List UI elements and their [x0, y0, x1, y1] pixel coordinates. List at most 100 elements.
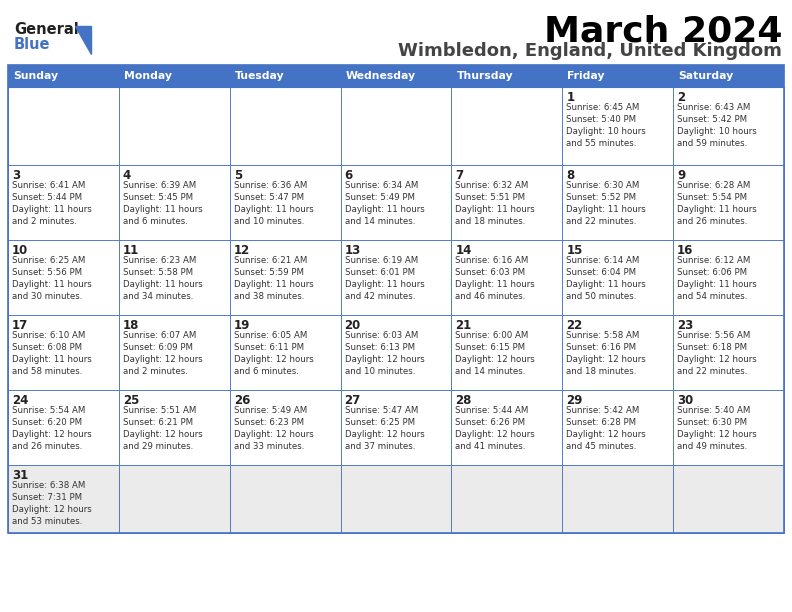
Bar [341, 315, 451, 390]
Text: 22: 22 [566, 319, 583, 332]
Text: Sunrise: 6:07 AM
Sunset: 6:09 PM
Daylight: 12 hours
and 2 minutes.: Sunrise: 6:07 AM Sunset: 6:09 PM Dayligh… [123, 331, 203, 376]
Text: 20: 20 [345, 319, 361, 332]
Text: 14: 14 [455, 244, 472, 257]
Bar [341, 65, 451, 87]
Bar [673, 315, 784, 390]
Bar [230, 315, 341, 390]
Text: 17: 17 [12, 319, 29, 332]
Text: 18: 18 [123, 319, 139, 332]
Text: Wednesday: Wednesday [345, 71, 416, 81]
Bar [230, 65, 341, 87]
Text: Sunrise: 6:41 AM
Sunset: 5:44 PM
Daylight: 11 hours
and 2 minutes.: Sunrise: 6:41 AM Sunset: 5:44 PM Dayligh… [12, 181, 92, 226]
Text: General: General [14, 22, 78, 37]
Text: Sunrise: 6:36 AM
Sunset: 5:47 PM
Daylight: 11 hours
and 10 minutes.: Sunrise: 6:36 AM Sunset: 5:47 PM Dayligh… [234, 181, 314, 226]
Text: Wimbledon, England, United Kingdom: Wimbledon, England, United Kingdom [398, 42, 782, 60]
Text: 6: 6 [345, 169, 352, 182]
Text: 19: 19 [234, 319, 250, 332]
Bar [562, 87, 673, 165]
Text: Sunrise: 6:16 AM
Sunset: 6:03 PM
Daylight: 11 hours
and 46 minutes.: Sunrise: 6:16 AM Sunset: 6:03 PM Dayligh… [455, 256, 535, 302]
Text: March 2024: March 2024 [543, 14, 782, 48]
Bar [673, 65, 784, 87]
Text: Tuesday: Tuesday [234, 71, 284, 81]
Text: Sunrise: 5:42 AM
Sunset: 6:28 PM
Daylight: 12 hours
and 45 minutes.: Sunrise: 5:42 AM Sunset: 6:28 PM Dayligh… [566, 406, 646, 452]
Text: Sunrise: 6:32 AM
Sunset: 5:51 PM
Daylight: 11 hours
and 18 minutes.: Sunrise: 6:32 AM Sunset: 5:51 PM Dayligh… [455, 181, 535, 226]
Bar [562, 240, 673, 315]
Text: Sunrise: 5:44 AM
Sunset: 6:26 PM
Daylight: 12 hours
and 41 minutes.: Sunrise: 5:44 AM Sunset: 6:26 PM Dayligh… [455, 406, 535, 452]
Text: Sunrise: 6:34 AM
Sunset: 5:49 PM
Daylight: 11 hours
and 14 minutes.: Sunrise: 6:34 AM Sunset: 5:49 PM Dayligh… [345, 181, 425, 226]
Bar [562, 165, 673, 240]
Text: 21: 21 [455, 319, 472, 332]
Text: 13: 13 [345, 244, 361, 257]
Bar [562, 390, 673, 465]
Text: Sunrise: 6:28 AM
Sunset: 5:54 PM
Daylight: 11 hours
and 26 minutes.: Sunrise: 6:28 AM Sunset: 5:54 PM Dayligh… [677, 181, 757, 226]
Text: 29: 29 [566, 394, 583, 407]
Text: Sunrise: 5:56 AM
Sunset: 6:18 PM
Daylight: 12 hours
and 22 minutes.: Sunrise: 5:56 AM Sunset: 6:18 PM Dayligh… [677, 331, 757, 376]
Bar [562, 65, 673, 87]
Bar [8, 240, 119, 315]
Bar [230, 87, 341, 165]
Bar [451, 240, 562, 315]
Bar [119, 87, 230, 165]
Text: 16: 16 [677, 244, 694, 257]
Bar [8, 390, 119, 465]
Text: Sunrise: 6:00 AM
Sunset: 6:15 PM
Daylight: 12 hours
and 14 minutes.: Sunrise: 6:00 AM Sunset: 6:15 PM Dayligh… [455, 331, 535, 376]
Text: 8: 8 [566, 169, 574, 182]
Bar [562, 465, 673, 533]
Bar [8, 65, 119, 87]
Text: Sunrise: 5:58 AM
Sunset: 6:16 PM
Daylight: 12 hours
and 18 minutes.: Sunrise: 5:58 AM Sunset: 6:16 PM Dayligh… [566, 331, 646, 376]
Bar [451, 165, 562, 240]
Bar [119, 315, 230, 390]
Text: 12: 12 [234, 244, 250, 257]
Bar [341, 465, 451, 533]
Bar [673, 390, 784, 465]
Text: 10: 10 [12, 244, 29, 257]
Text: 23: 23 [677, 319, 693, 332]
Text: Sunrise: 6:23 AM
Sunset: 5:58 PM
Daylight: 11 hours
and 34 minutes.: Sunrise: 6:23 AM Sunset: 5:58 PM Dayligh… [123, 256, 203, 302]
Bar [8, 315, 119, 390]
Bar [451, 390, 562, 465]
Bar [119, 390, 230, 465]
Text: Sunrise: 6:03 AM
Sunset: 6:13 PM
Daylight: 12 hours
and 10 minutes.: Sunrise: 6:03 AM Sunset: 6:13 PM Dayligh… [345, 331, 425, 376]
Text: Friday: Friday [567, 71, 605, 81]
Text: Saturday: Saturday [678, 71, 733, 81]
Bar [119, 165, 230, 240]
Bar [451, 315, 562, 390]
Bar [673, 87, 784, 165]
Bar [230, 465, 341, 533]
Text: Monday: Monday [124, 71, 172, 81]
Text: Sunrise: 6:12 AM
Sunset: 6:06 PM
Daylight: 11 hours
and 54 minutes.: Sunrise: 6:12 AM Sunset: 6:06 PM Dayligh… [677, 256, 757, 302]
Text: Thursday: Thursday [456, 71, 513, 81]
Text: Sunrise: 6:38 AM
Sunset: 7:31 PM
Daylight: 12 hours
and 53 minutes.: Sunrise: 6:38 AM Sunset: 7:31 PM Dayligh… [12, 481, 92, 526]
Text: Sunrise: 6:45 AM
Sunset: 5:40 PM
Daylight: 10 hours
and 55 minutes.: Sunrise: 6:45 AM Sunset: 5:40 PM Dayligh… [566, 103, 646, 149]
Bar [8, 65, 784, 533]
Text: 5: 5 [234, 169, 242, 182]
Bar [8, 87, 119, 165]
Text: Sunrise: 6:30 AM
Sunset: 5:52 PM
Daylight: 11 hours
and 22 minutes.: Sunrise: 6:30 AM Sunset: 5:52 PM Dayligh… [566, 181, 646, 226]
Text: 25: 25 [123, 394, 139, 407]
Bar [451, 465, 562, 533]
Text: Sunrise: 5:40 AM
Sunset: 6:30 PM
Daylight: 12 hours
and 49 minutes.: Sunrise: 5:40 AM Sunset: 6:30 PM Dayligh… [677, 406, 757, 452]
Bar [673, 465, 784, 533]
Bar [341, 165, 451, 240]
Text: Sunrise: 5:49 AM
Sunset: 6:23 PM
Daylight: 12 hours
and 33 minutes.: Sunrise: 5:49 AM Sunset: 6:23 PM Dayligh… [234, 406, 314, 452]
Text: 26: 26 [234, 394, 250, 407]
Text: Sunrise: 6:43 AM
Sunset: 5:42 PM
Daylight: 10 hours
and 59 minutes.: Sunrise: 6:43 AM Sunset: 5:42 PM Dayligh… [677, 103, 757, 149]
Text: Sunrise: 5:54 AM
Sunset: 6:20 PM
Daylight: 12 hours
and 26 minutes.: Sunrise: 5:54 AM Sunset: 6:20 PM Dayligh… [12, 406, 92, 452]
Bar [230, 240, 341, 315]
Text: Sunday: Sunday [13, 71, 58, 81]
Bar [119, 240, 230, 315]
Text: Sunrise: 6:19 AM
Sunset: 6:01 PM
Daylight: 11 hours
and 42 minutes.: Sunrise: 6:19 AM Sunset: 6:01 PM Dayligh… [345, 256, 425, 302]
Text: Sunrise: 6:14 AM
Sunset: 6:04 PM
Daylight: 11 hours
and 50 minutes.: Sunrise: 6:14 AM Sunset: 6:04 PM Dayligh… [566, 256, 646, 302]
Bar [673, 165, 784, 240]
Text: Sunrise: 5:51 AM
Sunset: 6:21 PM
Daylight: 12 hours
and 29 minutes.: Sunrise: 5:51 AM Sunset: 6:21 PM Dayligh… [123, 406, 203, 452]
Text: Sunrise: 6:25 AM
Sunset: 5:56 PM
Daylight: 11 hours
and 30 minutes.: Sunrise: 6:25 AM Sunset: 5:56 PM Dayligh… [12, 256, 92, 302]
Bar [8, 465, 119, 533]
Text: 3: 3 [12, 169, 20, 182]
Bar [230, 390, 341, 465]
Bar [562, 315, 673, 390]
Text: 1: 1 [566, 91, 574, 104]
Bar [341, 240, 451, 315]
Polygon shape [75, 26, 91, 54]
Text: Sunrise: 5:47 AM
Sunset: 6:25 PM
Daylight: 12 hours
and 37 minutes.: Sunrise: 5:47 AM Sunset: 6:25 PM Dayligh… [345, 406, 425, 452]
Text: 11: 11 [123, 244, 139, 257]
